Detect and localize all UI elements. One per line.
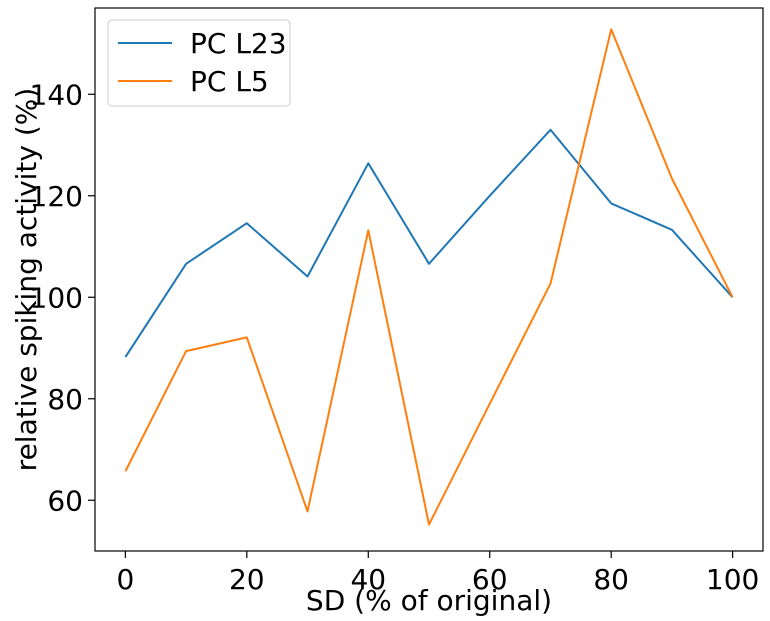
legend-box [107,19,291,107]
y-tick-label: 80 [47,383,83,416]
x-tick-label: 100 [706,563,759,596]
y-tick-label: 140 [30,78,83,111]
x-tick-label: 80 [593,563,629,596]
y-tick-label: 100 [30,281,83,314]
legend-label-pc-l23: PC L23 [190,27,287,60]
x-axis-label: SD (% of original) [306,584,552,617]
y-axis-label: relative spiking activity (%) [10,88,43,472]
x-tick-label: 0 [116,563,134,596]
x-tick-label: 40 [350,563,386,596]
x-tick-label: 60 [472,563,508,596]
series-line-pc-l23 [124,128,734,358]
y-axis: 60 80 100 120 140 [30,78,95,517]
x-tick-label: 20 [229,563,265,596]
series-line-pc-l5 [124,28,734,526]
legend: PC L23 PC L5 [107,19,291,107]
x-axis: 0 20 40 60 80 100 [116,551,759,596]
legend-label-pc-l5: PC L5 [190,65,269,98]
y-tick-label: 60 [47,484,83,517]
plot-area [94,7,764,552]
y-tick-label: 120 [30,180,83,213]
series-layer [124,28,734,526]
